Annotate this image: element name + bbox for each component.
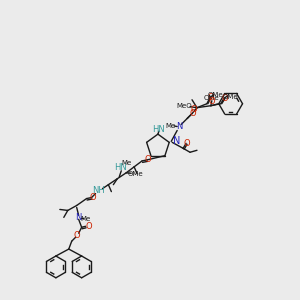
Text: O: O <box>184 139 190 148</box>
Text: HN: HN <box>114 163 127 172</box>
Text: OMe: OMe <box>208 92 224 98</box>
Text: O: O <box>74 231 80 240</box>
Text: N: N <box>173 136 181 146</box>
Text: O: O <box>208 97 215 106</box>
Text: N: N <box>176 122 182 131</box>
Text: OMe: OMe <box>204 95 220 101</box>
Text: Me: Me <box>165 122 175 128</box>
Text: OMe: OMe <box>223 94 239 100</box>
Text: HN: HN <box>152 125 165 134</box>
Text: O: O <box>190 109 196 118</box>
Text: OMe: OMe <box>127 171 143 177</box>
Text: Me: Me <box>121 160 131 166</box>
Text: N: N <box>76 213 82 222</box>
Text: O: O <box>191 105 197 114</box>
Text: O: O <box>208 93 214 102</box>
Text: O: O <box>145 155 151 164</box>
Text: MeO: MeO <box>176 103 192 109</box>
Text: O: O <box>85 222 92 231</box>
Text: Me: Me <box>80 216 91 222</box>
Text: O: O <box>89 193 96 202</box>
Text: O: O <box>221 94 228 103</box>
Text: NH: NH <box>92 186 105 195</box>
